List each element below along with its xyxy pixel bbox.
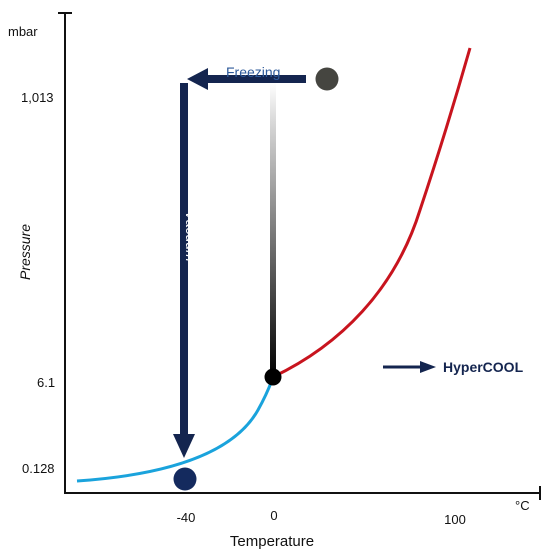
end-point-dot [173,467,197,491]
start-point-dot [315,67,339,91]
y-tick-label-6-1: 6.1 [37,375,55,390]
x-tick-label-minus-40: -40 [177,510,196,525]
vacuum-label: Vacuum [183,211,199,262]
melting-line [270,82,276,377]
x-axis-label: Temperature [230,533,314,550]
y-axis-unit: mbar [8,24,38,39]
x-axis-unit: °C [515,498,530,513]
freezing-arrow-head [187,68,208,90]
y-axis-label: Pressure [17,224,33,280]
hypercool-arrow-head [420,361,436,373]
hypercool-label: HyperCOOL [443,359,524,375]
y-tick-label-0-128: 0.128 [22,461,55,476]
y-tick-label-1013: 1,013 [21,90,54,105]
vacuum-arrow-head [173,434,195,458]
vapor-pressure-curve [272,47,472,379]
x-tick-label-0: 0 [270,508,277,523]
freezing-label: Freezing [226,64,280,80]
x-tick-label-100: 100 [444,512,466,527]
triple-point [264,368,282,386]
sublimation-curve [76,376,275,483]
